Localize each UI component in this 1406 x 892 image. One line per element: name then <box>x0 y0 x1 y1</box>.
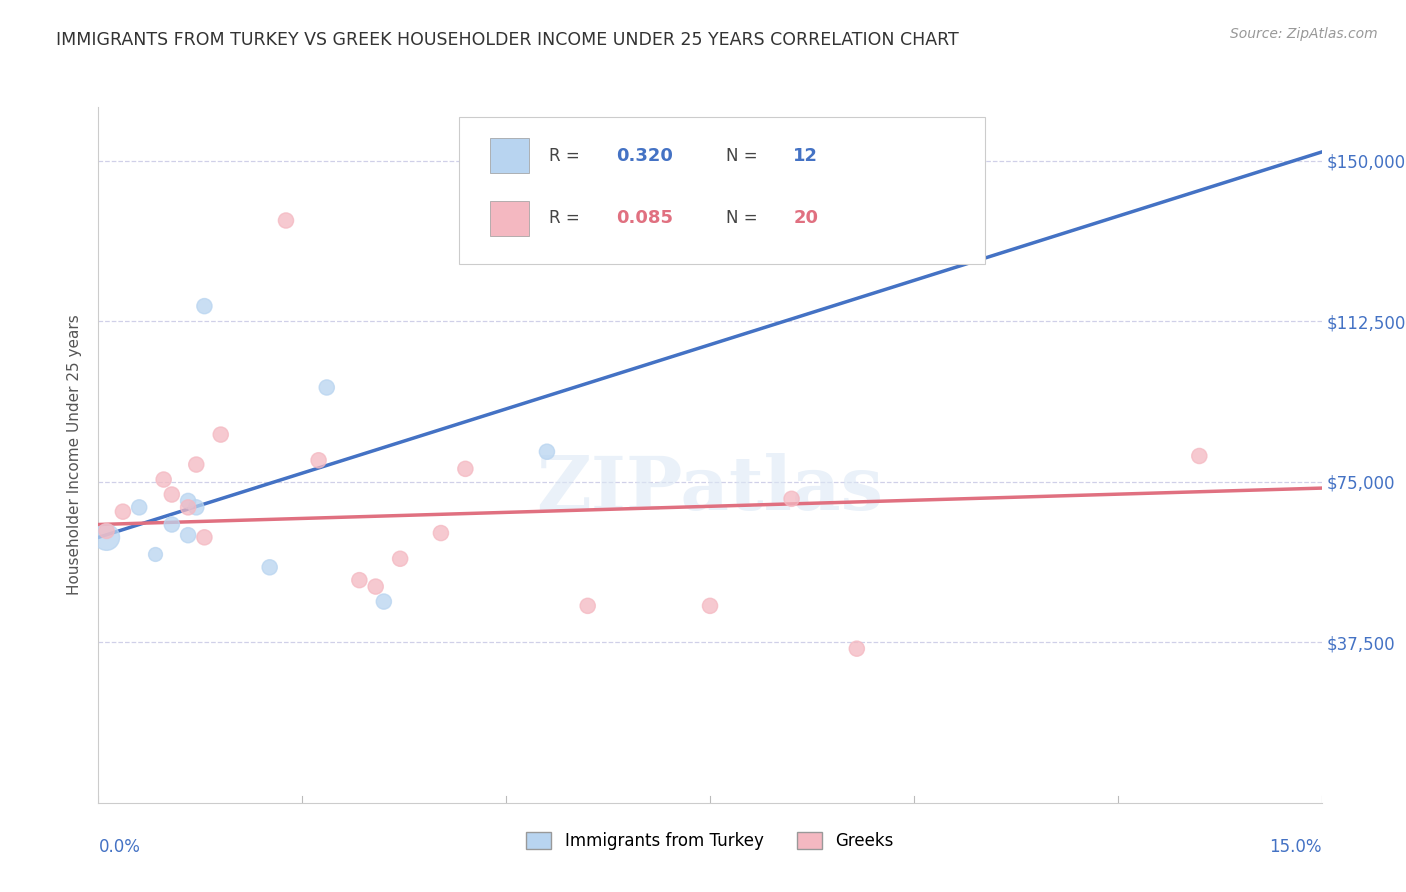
Text: N =: N = <box>725 147 763 165</box>
Point <box>373 594 395 608</box>
Text: 15.0%: 15.0% <box>1270 838 1322 856</box>
Point <box>111 505 134 519</box>
Point <box>177 500 200 515</box>
Point <box>193 530 215 544</box>
Point <box>308 453 330 467</box>
Point <box>160 487 183 501</box>
Point <box>96 524 118 538</box>
Point <box>152 473 174 487</box>
Point <box>160 517 183 532</box>
Point <box>845 641 868 656</box>
Point <box>177 494 200 508</box>
Point <box>145 548 167 562</box>
Point <box>315 380 337 394</box>
Point <box>536 444 558 458</box>
Text: 0.0%: 0.0% <box>98 838 141 856</box>
FancyBboxPatch shape <box>460 118 986 264</box>
Point <box>699 599 721 613</box>
Text: R =: R = <box>548 147 585 165</box>
Point <box>389 551 412 566</box>
Text: Source: ZipAtlas.com: Source: ZipAtlas.com <box>1230 27 1378 41</box>
Point <box>259 560 281 574</box>
Point <box>186 458 208 472</box>
Text: 12: 12 <box>793 147 818 165</box>
Point <box>1188 449 1211 463</box>
Point <box>193 299 215 313</box>
Point <box>780 491 803 506</box>
Point <box>186 500 208 515</box>
Text: ZIPatlas: ZIPatlas <box>537 453 883 526</box>
Point <box>430 526 453 541</box>
Text: 20: 20 <box>793 210 818 227</box>
Text: N =: N = <box>725 210 763 227</box>
Point <box>576 599 599 613</box>
Point <box>274 213 297 227</box>
Point <box>177 528 200 542</box>
Point <box>454 462 477 476</box>
Bar <box>489 138 529 173</box>
Point <box>349 573 371 587</box>
Text: 0.085: 0.085 <box>616 210 673 227</box>
Point <box>209 427 232 442</box>
Bar <box>489 201 529 235</box>
Legend: Immigrants from Turkey, Greeks: Immigrants from Turkey, Greeks <box>520 826 900 857</box>
Y-axis label: Householder Income Under 25 years: Householder Income Under 25 years <box>67 315 83 595</box>
Text: 0.320: 0.320 <box>616 147 672 165</box>
Point <box>364 580 387 594</box>
Text: R =: R = <box>548 210 585 227</box>
Point <box>128 500 150 515</box>
Text: IMMIGRANTS FROM TURKEY VS GREEK HOUSEHOLDER INCOME UNDER 25 YEARS CORRELATION CH: IMMIGRANTS FROM TURKEY VS GREEK HOUSEHOL… <box>56 31 959 49</box>
Point <box>96 530 118 544</box>
